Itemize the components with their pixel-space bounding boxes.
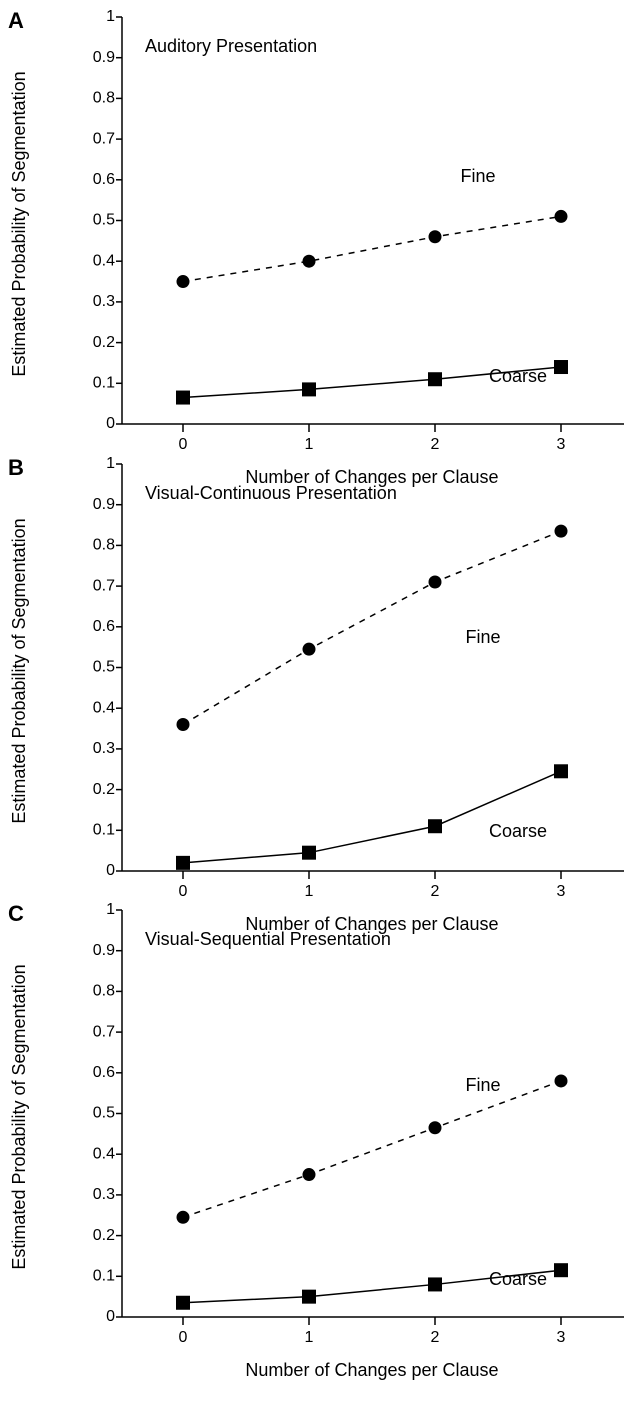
series-line bbox=[182, 1269, 562, 1304]
y-axis-label: Estimated Probability of Segmentation bbox=[9, 71, 29, 376]
y-tick-label: 0 bbox=[106, 415, 115, 432]
y-tick-label: 0.8 bbox=[93, 537, 115, 554]
y-tick-label: 0.9 bbox=[93, 496, 115, 513]
point-marker bbox=[428, 1277, 442, 1292]
y-tick-label: 0.4 bbox=[93, 252, 115, 269]
y-tick-label: 0.8 bbox=[93, 983, 115, 1000]
point-marker bbox=[176, 1295, 190, 1310]
y-tick-label: 0.5 bbox=[93, 659, 115, 676]
point-marker bbox=[176, 390, 190, 405]
y-tick-label: 0.9 bbox=[93, 49, 115, 66]
series-label: Coarse bbox=[489, 821, 547, 841]
y-axis-label: Estimated Probability of Segmentation bbox=[9, 518, 29, 823]
y-tick-label: 0.6 bbox=[93, 171, 115, 188]
y-tick-label: 0.4 bbox=[93, 699, 115, 716]
x-tick-label: 0 bbox=[179, 436, 188, 453]
x-tick-label: 0 bbox=[179, 1329, 188, 1346]
x-axis-label: Number of Changes per Clause bbox=[245, 467, 498, 487]
y-tick-label: 0.6 bbox=[93, 1064, 115, 1081]
point-marker bbox=[554, 1074, 568, 1088]
point-marker bbox=[302, 382, 316, 397]
x-tick-label: 1 bbox=[305, 436, 314, 453]
point-marker bbox=[428, 230, 442, 244]
y-tick-label: 0.2 bbox=[93, 1227, 115, 1244]
point-marker bbox=[176, 1210, 190, 1224]
point-marker bbox=[302, 1168, 316, 1182]
y-tick-label: 0.7 bbox=[93, 577, 115, 594]
y-tick-label: 0.1 bbox=[93, 1268, 115, 1285]
x-tick-label: 1 bbox=[305, 883, 314, 900]
x-axis-label: Number of Changes per Clause bbox=[245, 1360, 498, 1380]
y-tick-label: 0 bbox=[106, 862, 115, 879]
series-label: Coarse bbox=[489, 366, 547, 386]
point-marker bbox=[302, 1289, 316, 1304]
panel-letter: C bbox=[8, 901, 24, 926]
y-tick-label: 0.1 bbox=[93, 375, 115, 392]
series-line bbox=[182, 770, 562, 864]
y-tick-label: 0.3 bbox=[93, 293, 115, 310]
y-tick-label: 0.5 bbox=[93, 212, 115, 229]
y-axis-label: Estimated Probability of Segmentation bbox=[9, 964, 29, 1269]
x-tick-label: 3 bbox=[557, 436, 566, 453]
panel-title: Visual-Continuous Presentation bbox=[145, 483, 397, 503]
point-marker bbox=[554, 764, 568, 779]
point-marker bbox=[302, 845, 316, 860]
panel-letter: A bbox=[8, 8, 24, 33]
point-marker bbox=[176, 275, 190, 289]
y-tick-label: 0.3 bbox=[93, 740, 115, 757]
x-tick-label: 2 bbox=[431, 883, 440, 900]
y-tick-label: 0.4 bbox=[93, 1145, 115, 1162]
y-tick-label: 0.7 bbox=[93, 130, 115, 147]
x-tick-label: 3 bbox=[557, 883, 566, 900]
x-axis-label: Number of Changes per Clause bbox=[245, 914, 498, 934]
panel-title: Auditory Presentation bbox=[145, 36, 317, 56]
series-line bbox=[182, 215, 562, 283]
y-tick-label: 0 bbox=[106, 1308, 115, 1325]
point-marker bbox=[428, 1121, 442, 1135]
y-tick-label: 0.9 bbox=[93, 942, 115, 959]
y-tick-label: 1 bbox=[106, 455, 115, 472]
y-tick-label: 0.5 bbox=[93, 1105, 115, 1122]
x-tick-label: 3 bbox=[557, 1329, 566, 1346]
series-label: Coarse bbox=[489, 1269, 547, 1289]
point-marker bbox=[176, 855, 190, 870]
point-marker bbox=[428, 819, 442, 834]
x-tick-label: 1 bbox=[305, 1329, 314, 1346]
series-line bbox=[182, 1080, 562, 1218]
point-marker bbox=[554, 1263, 568, 1278]
point-marker bbox=[554, 524, 568, 538]
series-line bbox=[182, 530, 562, 726]
series-line bbox=[182, 366, 562, 399]
point-marker bbox=[302, 642, 316, 656]
series-label: Fine bbox=[465, 627, 500, 647]
point-marker bbox=[554, 209, 568, 223]
y-tick-label: 0.8 bbox=[93, 90, 115, 107]
panel-letter: B bbox=[8, 455, 24, 480]
series-label: Fine bbox=[460, 166, 495, 186]
y-tick-label: 0.7 bbox=[93, 1023, 115, 1040]
y-tick-label: 1 bbox=[106, 901, 115, 918]
x-tick-label: 2 bbox=[431, 436, 440, 453]
x-tick-label: 0 bbox=[179, 883, 188, 900]
y-tick-label: 0.3 bbox=[93, 1186, 115, 1203]
x-tick-label: 2 bbox=[431, 1329, 440, 1346]
y-tick-label: 0.6 bbox=[93, 618, 115, 635]
series-label: Fine bbox=[465, 1075, 500, 1095]
y-tick-label: 0.1 bbox=[93, 822, 115, 839]
panel-title: Visual-Sequential Presentation bbox=[145, 929, 391, 949]
point-marker bbox=[554, 360, 568, 375]
point-marker bbox=[176, 717, 190, 731]
y-tick-label: 0.2 bbox=[93, 781, 115, 798]
point-marker bbox=[302, 254, 316, 268]
point-marker bbox=[428, 575, 442, 589]
point-marker bbox=[428, 372, 442, 387]
y-tick-label: 1 bbox=[106, 8, 115, 25]
y-tick-label: 0.2 bbox=[93, 334, 115, 351]
